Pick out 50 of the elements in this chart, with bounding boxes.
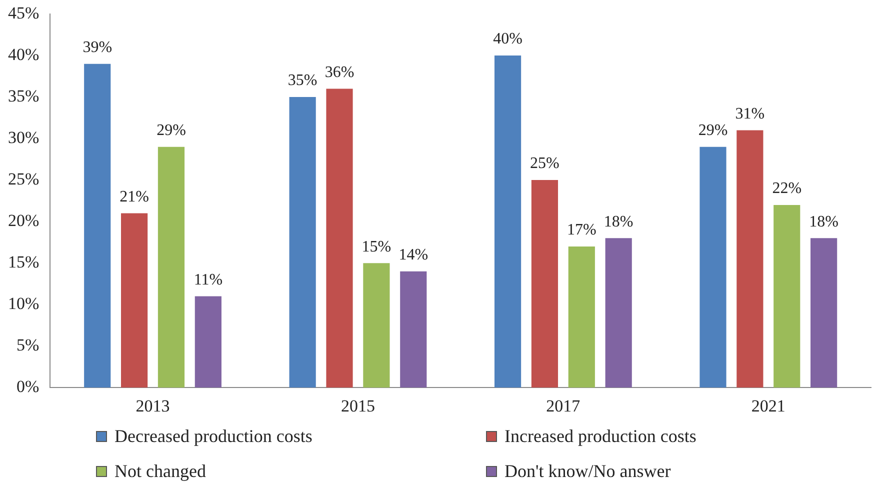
bar [84, 64, 111, 388]
bar [736, 130, 764, 388]
data-label: 36% [324, 64, 354, 81]
legend-label: Increased production costs [504, 426, 696, 447]
y-tick-label: 45% [8, 3, 40, 22]
data-label: 18% [809, 213, 838, 230]
data-label: 11% [194, 271, 223, 288]
data-label: 40% [493, 30, 522, 48]
x-tick-label: 2013 [136, 396, 170, 416]
bar [605, 238, 632, 388]
y-tick-label: 40% [8, 44, 40, 64]
bar [400, 271, 427, 388]
bar [289, 97, 316, 388]
y-tick-label: 5% [16, 336, 40, 355]
bar [774, 204, 800, 388]
bar [158, 146, 185, 388]
data-label: 15% [362, 238, 392, 256]
bar [194, 296, 222, 388]
bar [326, 88, 353, 388]
bar [568, 246, 595, 388]
data-label: 29% [156, 122, 186, 140]
x-tick-label: 2021 [751, 396, 786, 416]
data-label: 25% [530, 155, 560, 172]
x-tick-label: 2017 [546, 396, 581, 416]
y-tick-label: 35% [8, 86, 40, 106]
bar [363, 263, 390, 388]
data-label: 21% [120, 188, 149, 206]
bar [121, 213, 148, 388]
y-tick-label: 0% [16, 377, 40, 396]
data-label: 31% [735, 105, 765, 122]
legend-label: Not changed [114, 461, 206, 482]
data-label: 17% [566, 222, 596, 239]
data-label: 18% [604, 213, 634, 230]
data-label: 22% [772, 180, 802, 198]
legend-label: Don't know/No answer [504, 461, 671, 482]
bar [531, 180, 558, 388]
y-tick-label: 20% [8, 211, 40, 230]
x-tick-label: 2015 [340, 396, 375, 416]
bar [700, 146, 726, 388]
y-tick-label: 25% [8, 170, 40, 189]
data-label: 35% [288, 72, 318, 90]
y-tick-label: 15% [8, 252, 40, 272]
bar [494, 56, 522, 388]
data-label: 39% [82, 39, 112, 56]
data-label: 14% [398, 246, 428, 264]
y-tick-label: 10% [8, 294, 40, 314]
y-tick-label: 30% [8, 128, 40, 147]
data-label: 29% [698, 122, 728, 140]
bar [810, 238, 838, 388]
legend-label: Decreased production costs [114, 426, 312, 447]
